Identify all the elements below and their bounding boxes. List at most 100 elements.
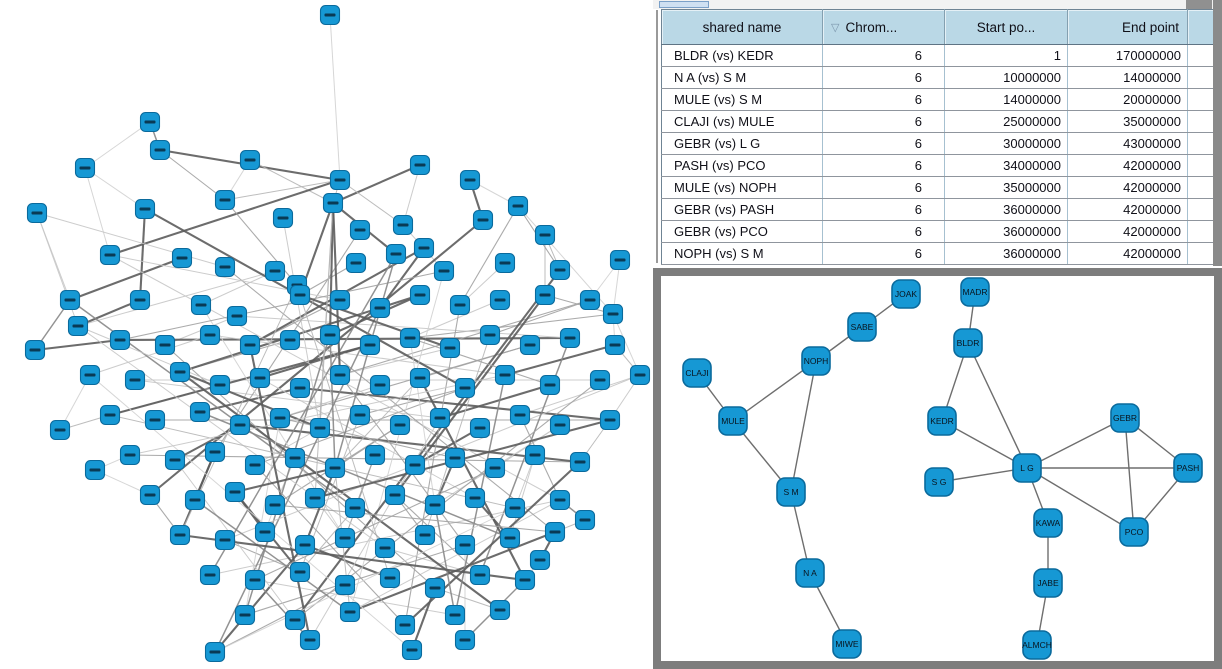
network-node[interactable] (154, 334, 176, 356)
network-edge[interactable] (119, 270, 445, 341)
main-network-panel[interactable] (0, 0, 653, 669)
network-edge[interactable] (314, 202, 334, 499)
network-edge[interactable] (334, 377, 421, 469)
network-node[interactable] (569, 451, 591, 473)
network-node[interactable] (404, 454, 426, 476)
network-node[interactable] (349, 404, 371, 426)
network-node[interactable] (394, 614, 416, 636)
network-node[interactable] (599, 409, 621, 431)
network-node[interactable] (504, 497, 526, 519)
column-header-start-position[interactable]: Start po... (944, 9, 1068, 45)
network-node[interactable] (379, 567, 401, 589)
network-node[interactable] (484, 457, 506, 479)
table-row[interactable]: GEBR (vs) L G6300000004300000016.9 (661, 132, 1222, 155)
toolbar-scroll-fragment[interactable] (659, 1, 709, 8)
network-node[interactable] (489, 599, 511, 621)
network-node[interactable] (589, 369, 611, 391)
network-node[interactable] (214, 256, 236, 278)
network-edge[interactable] (254, 579, 311, 641)
network-edge[interactable] (434, 504, 456, 616)
network-node[interactable] (364, 444, 386, 466)
network-edge[interactable] (134, 379, 441, 419)
network-node[interactable] (609, 249, 631, 271)
network-node[interactable] (509, 404, 531, 426)
network-edge[interactable] (36, 212, 226, 268)
network-node[interactable] (444, 447, 466, 469)
network-node[interactable] (239, 334, 261, 356)
network-node[interactable] (344, 497, 366, 519)
network-node[interactable] (499, 527, 521, 549)
network-node-l-g[interactable]: L G (1012, 453, 1042, 483)
network-edge[interactable] (331, 202, 342, 376)
network-edge[interactable] (209, 253, 397, 576)
network-edge[interactable] (519, 374, 641, 416)
network-node-pco[interactable]: PCO (1119, 517, 1149, 547)
table-row[interactable]: N A (vs) S M610000000140000006.6 (661, 66, 1222, 89)
network-node[interactable] (507, 195, 529, 217)
network-edge[interactable] (334, 253, 397, 469)
network-edge-BLDR-LG[interactable] (967, 342, 1028, 469)
network-node[interactable] (424, 494, 446, 516)
network-edge[interactable] (409, 337, 436, 506)
network-edge-GEBR-PCO[interactable] (1124, 417, 1135, 533)
network-node[interactable] (149, 139, 171, 161)
network-edge[interactable] (439, 383, 551, 420)
network-node[interactable] (454, 534, 476, 556)
network-node[interactable] (26, 202, 48, 224)
network-node-mule[interactable]: MULE (718, 406, 748, 436)
network-node[interactable] (319, 324, 341, 346)
network-node[interactable] (604, 334, 626, 356)
network-node[interactable] (409, 367, 431, 389)
network-node[interactable] (74, 157, 96, 179)
network-edge[interactable] (409, 299, 501, 339)
network-edge[interactable] (214, 544, 306, 653)
network-edge[interactable] (199, 411, 511, 539)
network-edge[interactable] (299, 507, 356, 573)
network-edge[interactable] (239, 423, 581, 464)
network-node[interactable] (433, 260, 455, 282)
network-node[interactable] (79, 364, 101, 386)
network-node[interactable] (334, 527, 356, 549)
network-node[interactable] (359, 334, 381, 356)
network-node[interactable] (334, 574, 356, 596)
network-node[interactable] (226, 305, 248, 327)
network-edge[interactable] (282, 217, 321, 429)
network-edge[interactable] (179, 533, 526, 582)
network-edge[interactable] (89, 334, 211, 376)
network-edge[interactable] (224, 179, 341, 201)
network-edge[interactable] (459, 205, 519, 306)
network-node[interactable] (279, 329, 301, 351)
network-edge[interactable] (119, 336, 571, 342)
network-node-n-a[interactable]: N A (795, 558, 825, 588)
network-node[interactable] (329, 289, 351, 311)
network-edge[interactable] (69, 257, 183, 301)
network-node[interactable] (401, 639, 423, 661)
network-node[interactable] (549, 414, 571, 436)
network-node[interactable] (549, 489, 571, 511)
network-node[interactable] (264, 494, 286, 516)
network-node[interactable] (239, 149, 261, 171)
network-node[interactable] (139, 484, 161, 506)
subnetwork-canvas[interactable]: JOAK MADR SABE NOPH BLDR CLAJI MULE KEDR GEBR L G… (661, 276, 1214, 661)
network-node-joak[interactable]: JOAK (891, 279, 921, 309)
network-edge[interactable] (274, 504, 556, 533)
network-node[interactable] (289, 561, 311, 583)
network-node[interactable] (454, 629, 476, 651)
network-edge[interactable] (109, 343, 371, 417)
network-node[interactable] (129, 289, 151, 311)
network-node-claji[interactable]: CLAJI (682, 358, 712, 388)
network-edge[interactable] (409, 337, 551, 386)
network-edge[interactable] (214, 507, 516, 653)
network-edge[interactable] (244, 334, 331, 616)
network-edge[interactable] (279, 417, 456, 459)
network-edge[interactable] (434, 587, 501, 611)
network-node[interactable] (369, 297, 391, 319)
network-edge[interactable] (249, 159, 334, 204)
network-node[interactable] (489, 289, 511, 311)
network-node[interactable] (329, 169, 351, 191)
toolbar-thumb[interactable] (1186, 0, 1212, 9)
network-node[interactable] (284, 447, 306, 469)
network-node[interactable] (345, 252, 367, 274)
network-node-jabe[interactable]: JABE (1033, 568, 1063, 598)
main-network-canvas[interactable] (0, 0, 653, 669)
